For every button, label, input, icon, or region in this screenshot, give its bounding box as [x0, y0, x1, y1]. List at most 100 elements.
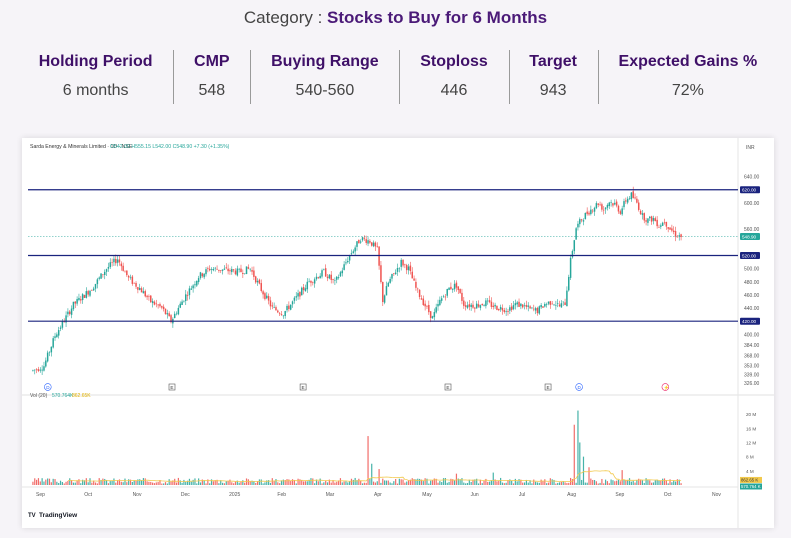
y-tick-label: 384.00: [744, 343, 760, 349]
candle-body: [409, 265, 412, 271]
volume-bar: [562, 480, 564, 485]
volume-bar: [496, 481, 498, 485]
candle-body: [124, 271, 126, 273]
volume-bar: [303, 481, 305, 485]
level-price-label: 420.00: [742, 319, 756, 324]
volume-bar: [431, 480, 434, 485]
candle-body: [601, 204, 603, 210]
volume-bar: [304, 481, 307, 485]
volume-bar: [577, 410, 579, 485]
candle-body: [584, 212, 587, 220]
candle-body: [536, 307, 539, 314]
volume-bar: [422, 481, 424, 485]
x-tick-label: Nov: [712, 492, 721, 498]
candle-body: [251, 270, 253, 272]
candle-body: [433, 312, 436, 318]
volume-bar: [606, 481, 609, 485]
volume-bar: [511, 480, 513, 485]
candle-body: [138, 287, 141, 290]
candle-body: [649, 216, 651, 219]
volume-bar: [461, 478, 463, 485]
volume-bar: [525, 479, 528, 485]
candle-body: [398, 267, 401, 269]
candle-body: [315, 276, 318, 280]
volume-bar: [168, 479, 170, 485]
volume-bar: [159, 480, 161, 485]
candle-body: [551, 303, 553, 305]
candle-body: [641, 213, 644, 215]
volume-bar: [358, 478, 360, 485]
candle-body: [490, 301, 493, 307]
candle-body: [604, 207, 607, 210]
volume-bar: [336, 481, 338, 485]
volume-bar: [384, 480, 386, 485]
volume-bar: [260, 479, 262, 485]
volume-bar: [69, 478, 71, 485]
candle-body: [393, 273, 395, 274]
volume-bar: [474, 479, 476, 485]
candle-body: [63, 321, 65, 323]
volume-bar: [201, 479, 203, 485]
candle-body: [326, 276, 329, 279]
candle-body: [383, 295, 386, 303]
candle-body: [347, 260, 349, 263]
candle-body: [614, 202, 616, 205]
volume-bar: [433, 478, 435, 485]
candle-body: [299, 291, 301, 297]
volume-bar: [76, 480, 78, 485]
candle-body: [586, 211, 588, 214]
volume-bar: [85, 478, 87, 485]
volume-bar: [326, 482, 329, 485]
candle-body: [219, 270, 222, 271]
volume-bar: [374, 482, 377, 485]
volume-bar: [426, 478, 428, 485]
candle-body: [615, 201, 618, 206]
volume-bar: [247, 479, 249, 485]
volume-bar: [221, 482, 224, 485]
volume-bar: [492, 472, 494, 485]
volume-bar: [146, 481, 148, 485]
volume-bar: [389, 482, 391, 485]
volume-bar: [80, 483, 82, 485]
y-tick-label: 460.00: [744, 293, 760, 299]
volume-bar: [268, 480, 270, 485]
candle-body: [161, 306, 163, 308]
candle-body: [304, 288, 307, 292]
event-marker: [661, 383, 670, 391]
candle-body: [658, 227, 660, 228]
volume-bar: [610, 479, 612, 485]
volume-bar: [240, 481, 242, 485]
volume-bar: [512, 483, 515, 485]
volume-bar: [363, 482, 365, 485]
candle-body: [186, 295, 189, 297]
candle-body: [284, 311, 286, 316]
candle-body: [150, 295, 152, 303]
volume-bar: [279, 483, 281, 485]
volume-bar: [328, 479, 330, 485]
candle-body: [266, 295, 268, 299]
volume-bar: [448, 481, 450, 485]
volume-bar: [415, 479, 417, 485]
y-tick-label: 353.00: [744, 363, 760, 369]
candle-body: [625, 200, 627, 202]
x-tick-label: Oct: [664, 492, 672, 498]
candle-body: [348, 255, 351, 261]
cmp-value: 548: [198, 82, 226, 99]
candle-body: [602, 209, 605, 211]
candle-body: [632, 191, 634, 198]
candle-body: [510, 306, 513, 310]
candle-body: [626, 198, 629, 203]
candle-body: [492, 305, 495, 307]
candlestick-chart[interactable]: Sarda Energy & Minerals Limited · 1D · N…: [22, 138, 774, 528]
candle-body: [210, 269, 213, 270]
candle-body: [103, 271, 106, 275]
volume-bar: [599, 482, 601, 485]
ohlc-readout: O542.00 H555.15 L542.00 C548.90 +7.30 (+…: [110, 144, 230, 150]
volume-bar: [352, 479, 354, 485]
candle-body: [590, 209, 592, 215]
volume-bar: [450, 478, 452, 485]
x-tick-label: Jul: [519, 492, 525, 498]
volume-bar: [673, 480, 675, 485]
candle-body: [514, 303, 517, 306]
volume-bar: [185, 481, 187, 485]
